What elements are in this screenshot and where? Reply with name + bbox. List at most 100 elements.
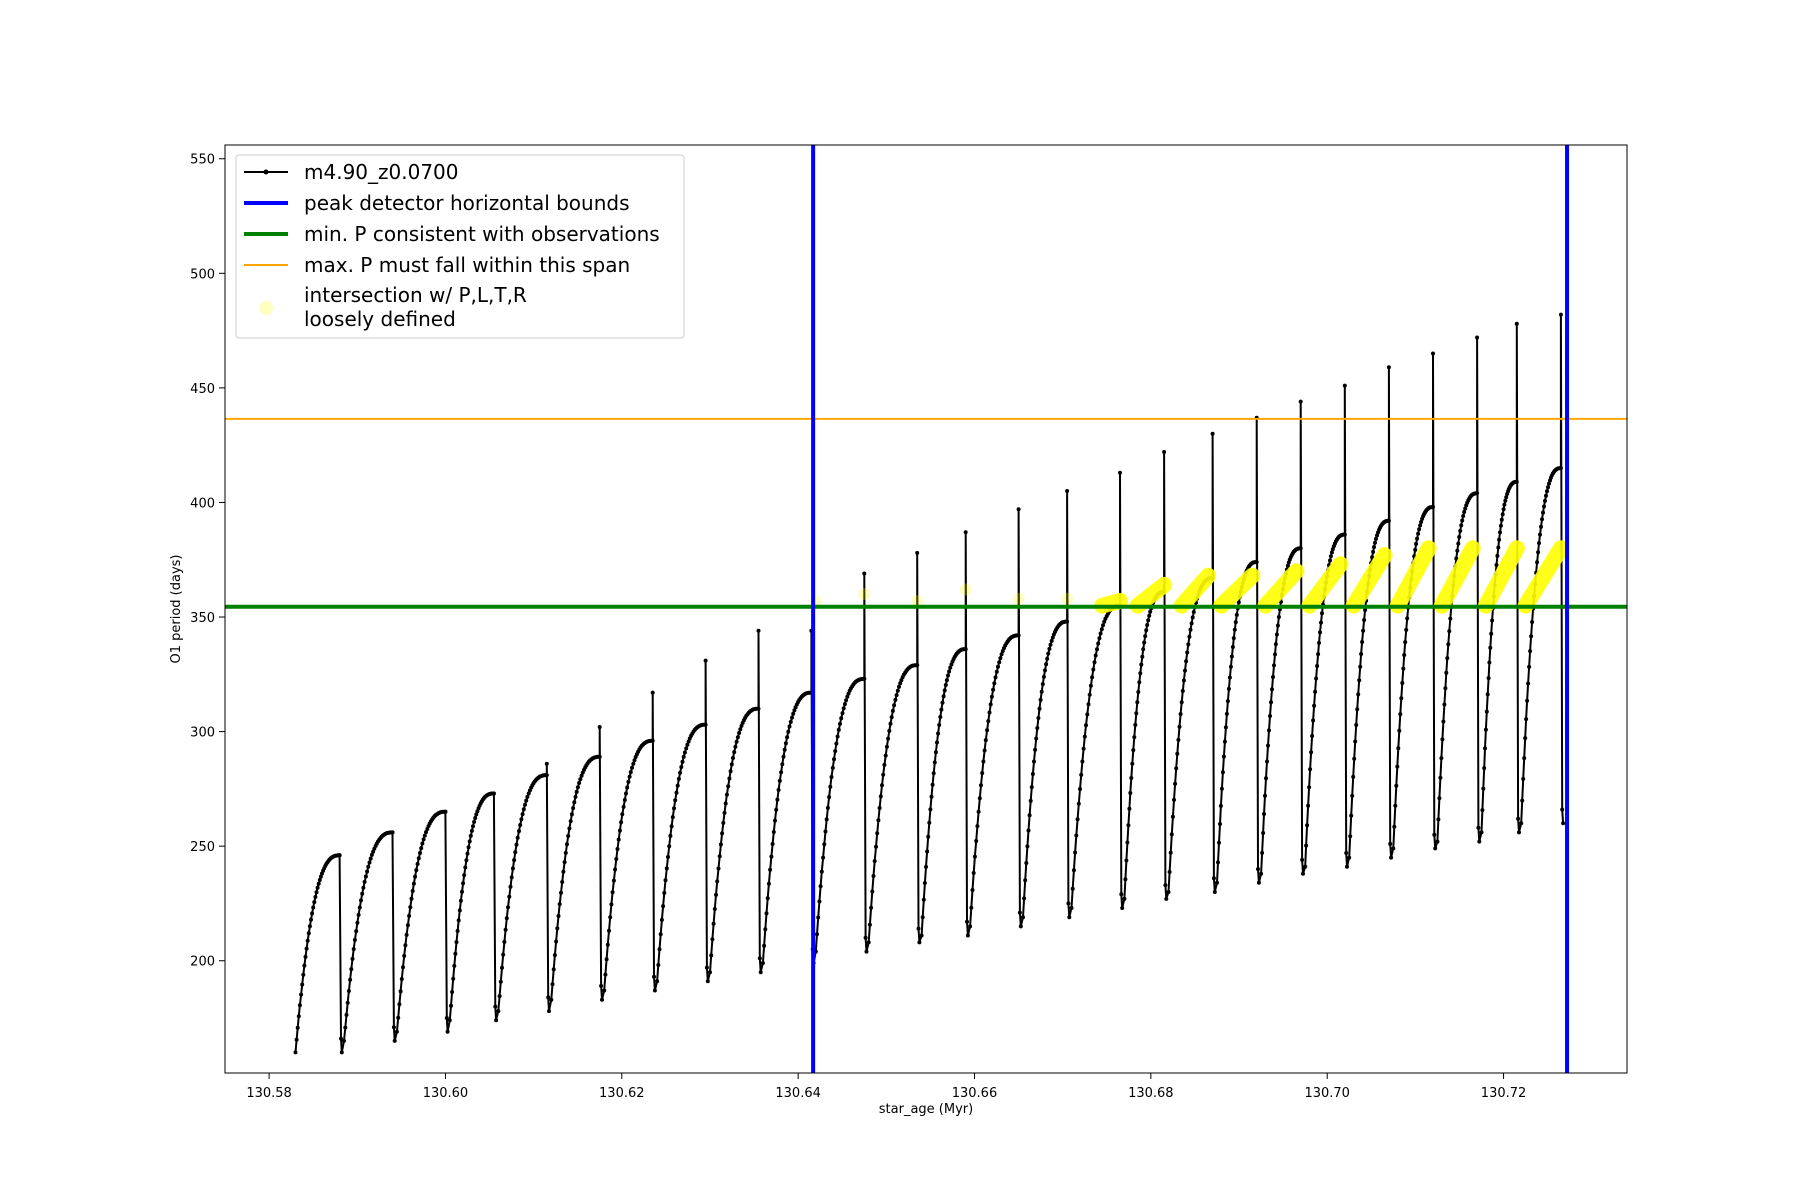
model-point — [1178, 712, 1183, 717]
y-tick-label: 400 — [190, 496, 215, 511]
model-point — [1477, 839, 1482, 844]
model-point — [919, 933, 924, 938]
model-point — [303, 954, 308, 959]
model-point — [777, 778, 782, 783]
model-point — [471, 824, 475, 829]
model-point — [493, 1004, 498, 1009]
model-point — [864, 949, 869, 954]
model-point — [632, 758, 637, 763]
model-point — [917, 940, 922, 945]
model-point — [709, 953, 714, 958]
model-point — [1135, 700, 1140, 705]
model-point — [1261, 831, 1266, 835]
model-point — [929, 794, 934, 799]
model-point — [844, 698, 849, 703]
model-point — [714, 892, 718, 897]
model-point — [1222, 739, 1227, 744]
model-point — [1476, 825, 1481, 830]
x-tick-label: 130.62 — [599, 1086, 645, 1101]
model-point — [1463, 506, 1468, 511]
intersection-point — [858, 588, 871, 601]
model-point — [1485, 692, 1490, 697]
model-point — [295, 1025, 300, 1030]
model-point — [306, 931, 311, 936]
model-point — [862, 676, 867, 681]
model-point — [1285, 563, 1290, 568]
model-point — [1494, 563, 1499, 567]
model-point — [969, 905, 974, 910]
model-point — [1396, 746, 1401, 751]
y-tick-label: 450 — [190, 382, 215, 397]
model-point — [720, 831, 725, 836]
model-point — [349, 967, 354, 972]
model-point — [981, 759, 986, 764]
model-point — [1074, 833, 1079, 838]
model-point — [311, 905, 316, 910]
model-point — [1397, 728, 1402, 733]
model-point — [1349, 813, 1354, 818]
model-point — [569, 812, 574, 817]
model-point — [1306, 803, 1311, 808]
model-point — [575, 785, 580, 790]
model-point — [1097, 636, 1102, 641]
model-point — [667, 844, 672, 849]
model-point — [1405, 616, 1410, 621]
model-point — [624, 791, 628, 796]
model-point — [717, 854, 722, 859]
model-point — [760, 961, 765, 965]
model-point — [1276, 615, 1281, 619]
model-point — [615, 847, 620, 851]
model-point — [1187, 634, 1192, 639]
model-point — [1066, 901, 1071, 906]
model-point — [922, 881, 927, 885]
model-point — [299, 992, 304, 997]
model-point — [419, 846, 424, 851]
model-point — [444, 1016, 449, 1020]
model-point — [733, 744, 738, 749]
model-point — [657, 947, 662, 952]
y-tick-label: 500 — [190, 267, 215, 282]
model-point — [1482, 766, 1487, 771]
model-point — [1232, 627, 1237, 632]
plot-frame — [224, 144, 1628, 1074]
model-point — [738, 727, 743, 732]
model-point — [307, 924, 312, 929]
model-point — [1310, 734, 1315, 738]
model-point — [602, 988, 607, 993]
model-point — [597, 754, 602, 759]
model-point — [871, 874, 876, 878]
model-point — [703, 722, 708, 727]
model-point — [1217, 840, 1221, 845]
model-point — [1448, 616, 1453, 621]
model-point — [724, 792, 729, 797]
model-point — [722, 810, 727, 815]
model-point — [782, 747, 787, 752]
model-point — [664, 866, 669, 871]
model-point — [577, 781, 582, 785]
model-point — [1298, 546, 1303, 551]
model-point — [1136, 690, 1141, 694]
model-point — [501, 952, 506, 957]
model-point — [1445, 656, 1450, 661]
model-point — [822, 842, 827, 847]
model-point — [1354, 723, 1359, 727]
model-point — [1312, 703, 1317, 708]
intersection-segment — [1301, 556, 1349, 614]
model-point — [458, 898, 463, 903]
model-point — [1497, 537, 1502, 542]
model-point — [1080, 759, 1085, 764]
model-point — [631, 761, 636, 766]
model-point — [1124, 858, 1129, 863]
model-point — [766, 881, 771, 886]
model-point — [401, 965, 405, 970]
model-point — [1166, 890, 1171, 894]
model-point — [1081, 746, 1086, 751]
model-point — [500, 965, 504, 970]
model-point — [669, 824, 674, 829]
model-point — [835, 734, 840, 739]
model-point — [875, 831, 880, 836]
model-point — [1275, 623, 1280, 628]
model-point — [992, 681, 997, 686]
model-point — [318, 874, 323, 879]
